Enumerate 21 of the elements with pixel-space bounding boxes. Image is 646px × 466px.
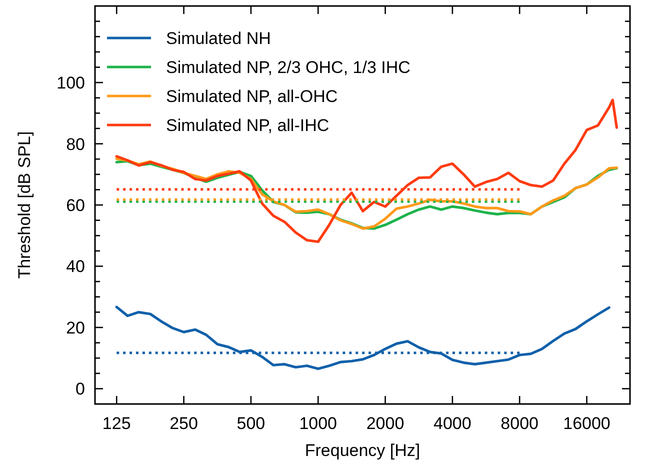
- x-tick-label: 500: [236, 414, 266, 433]
- x-tick-label: 8000: [500, 414, 539, 433]
- legend-label: Simulated NP, all-IHC: [166, 116, 330, 135]
- legend-label: Simulated NP, all-OHC: [166, 87, 338, 106]
- y-tick-label: 0: [76, 380, 85, 399]
- y-axis-title: Threshold [dB SPL]: [15, 131, 34, 279]
- y-tick-label: 60: [66, 196, 85, 215]
- line-series: [115, 306, 610, 370]
- x-tick-label: 125: [102, 414, 131, 433]
- legend-label: Simulated NP, 2/3 OHC, 1/3 IHC: [166, 58, 410, 77]
- y-tick-label: 100: [56, 74, 85, 93]
- x-tick-label: 250: [170, 414, 198, 433]
- x-tick-label: 1000: [299, 414, 338, 433]
- y-tick-label: 80: [66, 134, 85, 154]
- x-axis-title: Frequency [Hz]: [304, 441, 420, 460]
- x-tick-label: 2000: [366, 414, 404, 433]
- y-tick-label: 40: [66, 257, 85, 276]
- y-tick-label: 20: [66, 318, 85, 338]
- x-tick-label: 16000: [563, 414, 610, 433]
- x-tick-label: 4000: [434, 414, 472, 433]
- legend-label: Simulated NH: [166, 29, 271, 48]
